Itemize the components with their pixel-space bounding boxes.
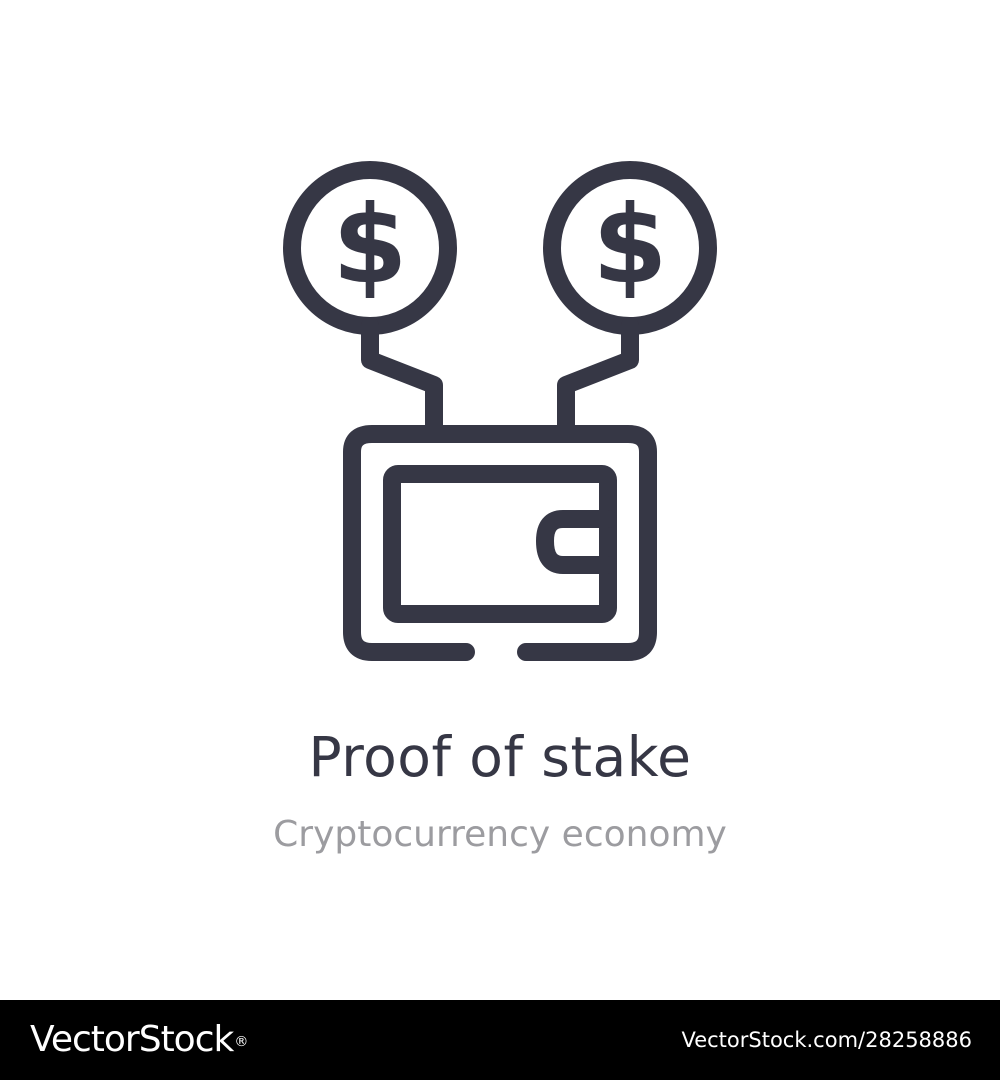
vectorstock-logo-text: VectorStock — [30, 1019, 234, 1060]
wallet-outer-frame — [343, 425, 657, 661]
icon-category: Cryptocurrency economy — [273, 814, 727, 855]
vectorstock-logo: VectorStock® — [30, 1018, 248, 1062]
proof-of-stake-wallet-icon: $ $ — [283, 161, 717, 661]
left-dollar-icon: $ — [332, 183, 407, 308]
watermark-footer-bar: VectorStock® VectorStock.com/28258886 — [0, 1000, 1000, 1080]
left-connector-line — [361, 317, 443, 437]
wallet-inner-card — [383, 465, 617, 623]
right-dollar-icon: $ — [592, 183, 667, 308]
registered-mark: ® — [234, 1034, 248, 1050]
icon-title: Proof of stake — [308, 725, 692, 789]
right-connector-line — [557, 317, 639, 437]
image-id-text: VectorStock.com/28258886 — [681, 1028, 972, 1052]
wallet-clasp — [536, 510, 617, 574]
